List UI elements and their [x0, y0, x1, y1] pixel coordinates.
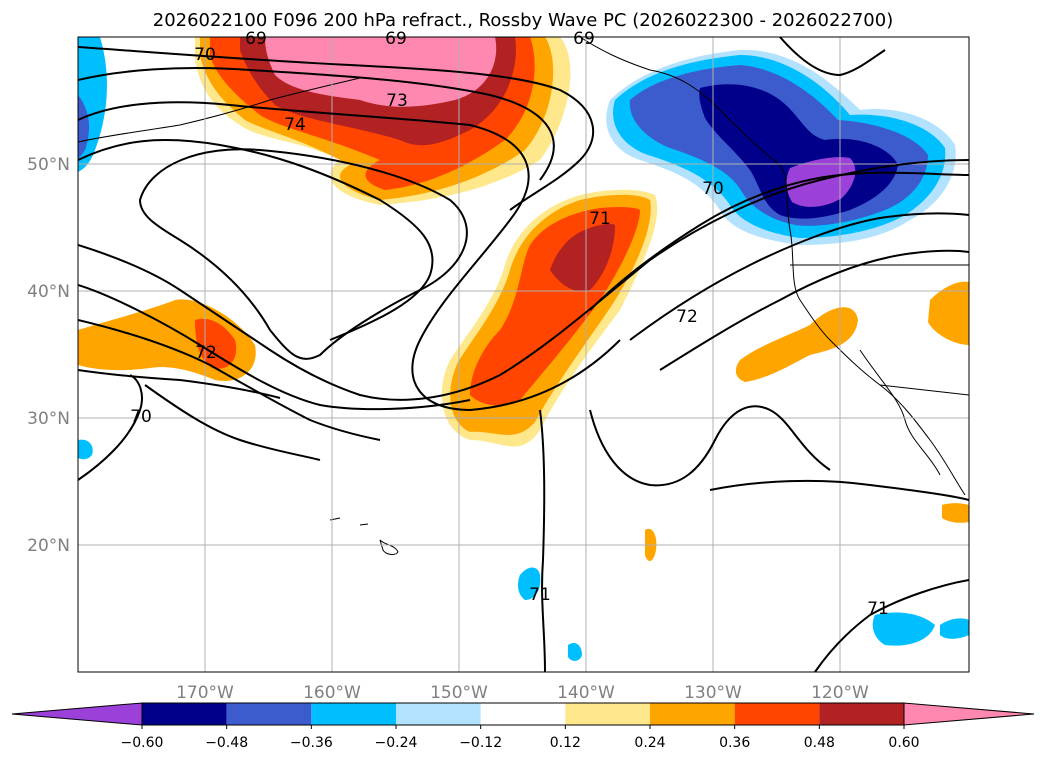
y-tick-label: 50°N [27, 155, 70, 175]
y-tick-label: 20°N [27, 536, 70, 556]
contour-line [78, 319, 381, 441]
x-tick-label: 150°W [430, 683, 488, 703]
contour-line [144, 384, 321, 461]
contour-line [659, 249, 969, 371]
contour-label: 73 [386, 91, 408, 111]
colorbar-tick-label: −0.24 [375, 735, 418, 751]
coastline-aleutians [78, 77, 361, 143]
colorbar-segment [396, 703, 481, 725]
positive-region-se-edge [942, 503, 969, 523]
contour-line [779, 37, 886, 77]
x-tick-label: 160°W [303, 683, 361, 703]
negative-region-ne-60 [786, 157, 856, 207]
colorbar-segment [650, 703, 735, 725]
negative-region-se-2 [940, 618, 969, 639]
contour-line [589, 171, 969, 311]
colorbar-tick-label: 0.60 [888, 735, 919, 751]
contour-line [78, 369, 281, 399]
colorbar-extend-high [903, 702, 1035, 726]
contour-label: 69 [385, 29, 407, 49]
colorbar-segment [226, 703, 312, 725]
colorbar-tick-label: −0.60 [121, 735, 164, 751]
contour-label: 71 [589, 209, 611, 229]
contour-labels: 70 74 73 70 71 72 72 70 71 71 69 69 69 [130, 29, 889, 619]
map-border [77, 36, 970, 673]
colorbar-tick-label: 0.48 [804, 735, 835, 751]
border-us-mexico [879, 384, 969, 396]
colorbar-segment [734, 703, 820, 725]
positive-region-california [735, 307, 858, 382]
y-tick-label: 30°N [27, 409, 70, 429]
colorbar-segment [565, 703, 650, 725]
negative-region-se [872, 612, 935, 646]
positive-region-east-edge [928, 281, 969, 345]
contour-line [78, 46, 594, 211]
colorbar-segment [819, 703, 904, 725]
colorbar-tick-label: −0.36 [290, 735, 333, 751]
contour-label: 74 [284, 115, 306, 135]
contour-label: 69 [573, 29, 595, 49]
positive-region-north-60 [265, 37, 497, 107]
positive-region-central-48 [550, 223, 615, 292]
contour-lines [78, 37, 969, 672]
colorbar-segment [480, 703, 566, 725]
colorbar-extend-low [11, 702, 143, 726]
axis-labels: 170°W 160°W 150°W 140°W 130°W 120°W 50°N… [27, 155, 869, 703]
colorbar-tick-label: 0.24 [634, 735, 665, 751]
coastline-alaska [579, 37, 966, 496]
colorbar-tick-label: 0.12 [550, 735, 581, 751]
contour-line [78, 374, 143, 481]
map-area: 70 74 73 70 71 72 72 70 71 71 69 69 69 [77, 29, 970, 673]
contour-label: 71 [867, 599, 889, 619]
x-tick-label: 130°W [684, 683, 742, 703]
contour-label: 72 [195, 343, 217, 363]
y-tick-label: 40°N [27, 282, 70, 302]
contour-label: 71 [529, 585, 551, 605]
colorbar: −0.60 −0.48 −0.36 −0.24 −0.12 0.12 0.24 0.36 0.4… [11, 702, 1035, 751]
contour-line [78, 101, 621, 412]
chart-title: 2026022100 F096 200 hPa refract., Rossby… [153, 10, 894, 31]
contour-line [539, 409, 546, 672]
colorbar-outline [141, 702, 905, 726]
contour-line [709, 479, 969, 501]
contour-line [629, 212, 969, 341]
negative-region-south-1 [517, 567, 541, 600]
coastlines [78, 37, 969, 555]
contour-line [138, 148, 468, 360]
colorbar-tick-label: −0.12 [459, 735, 502, 751]
contour-line [78, 139, 434, 341]
colorbar-tick-label: 0.36 [719, 735, 750, 751]
contour-label: 70 [194, 45, 216, 65]
x-tick-label: 120°W [811, 683, 869, 703]
colorbar-segment [311, 703, 396, 725]
contour-label: 70 [130, 407, 152, 427]
contour-label: 69 [245, 29, 267, 49]
contour-line [589, 405, 831, 487]
contour-line [78, 284, 471, 411]
contour-line [78, 159, 969, 401]
contour-line [814, 579, 969, 672]
gridlines [78, 37, 969, 672]
x-tick-label: 140°W [557, 683, 615, 703]
colorbar-segment [142, 703, 227, 725]
contour-label: 70 [702, 179, 724, 199]
negative-region-south-2 [568, 643, 582, 661]
contour-label: 72 [676, 307, 698, 327]
coastline-baja [859, 349, 941, 476]
negative-region-west-edge-36 [78, 95, 90, 158]
colorbar-tick-label: −0.48 [205, 735, 248, 751]
negative-region-small-west [78, 439, 93, 460]
x-tick-label: 170°W [176, 683, 234, 703]
contour-line [78, 67, 555, 181]
